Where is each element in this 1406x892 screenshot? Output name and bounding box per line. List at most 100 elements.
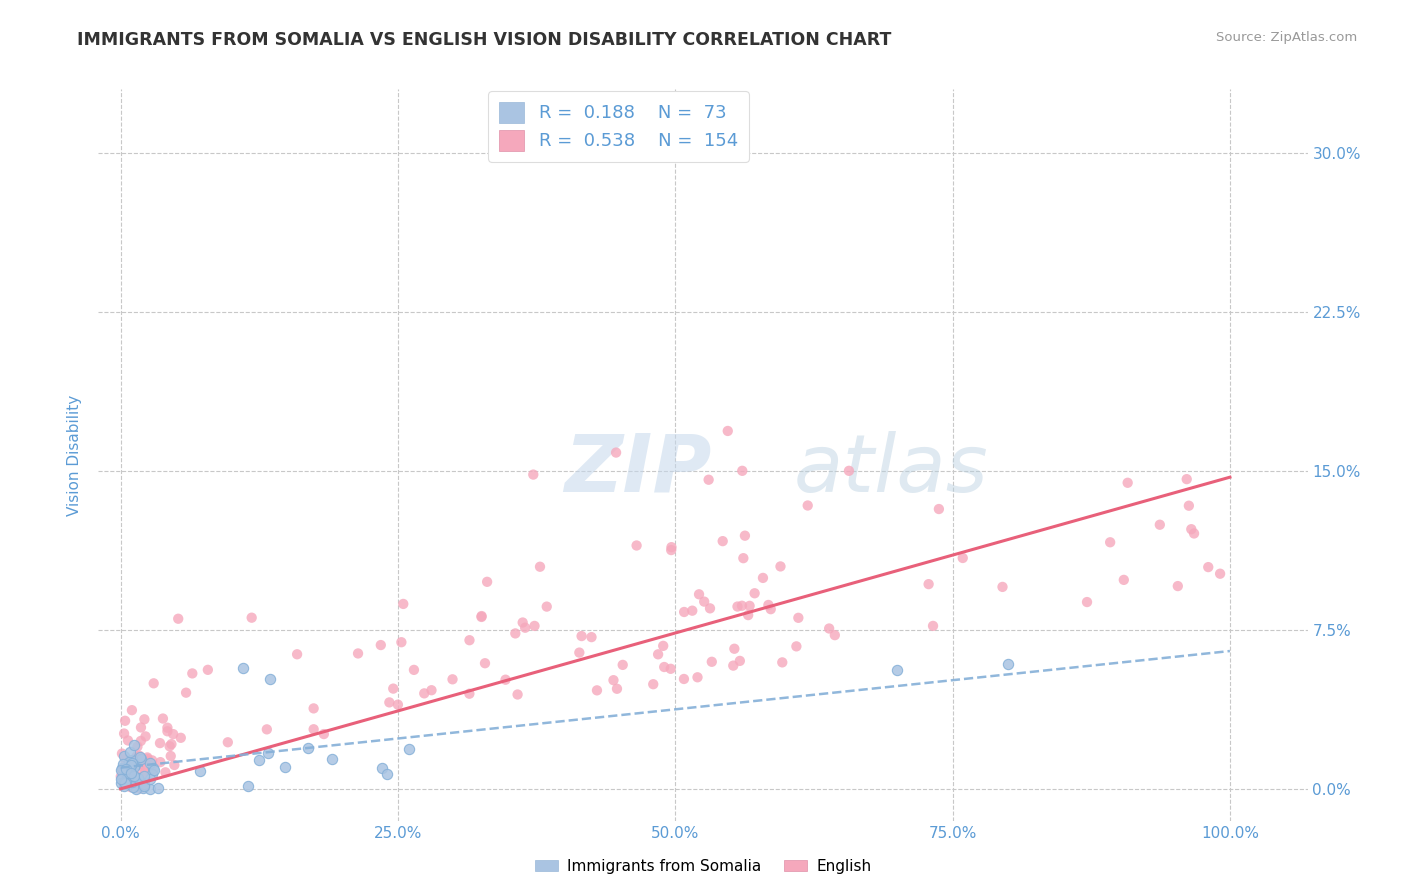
Point bbox=[673, 605, 696, 619]
Point bbox=[125, 781, 148, 796]
Point bbox=[238, 779, 260, 793]
Point bbox=[1167, 579, 1189, 593]
Point bbox=[312, 727, 335, 741]
Point bbox=[922, 619, 945, 633]
Point bbox=[824, 628, 846, 642]
Point bbox=[928, 502, 950, 516]
Point bbox=[952, 551, 974, 566]
Point bbox=[259, 672, 281, 686]
Point bbox=[612, 657, 634, 672]
Text: IMMIGRANTS FROM SOMALIA VS ENGLISH VISION DISABILITY CORRELATION CHART: IMMIGRANTS FROM SOMALIA VS ENGLISH VISIO… bbox=[77, 31, 891, 49]
Point bbox=[110, 776, 132, 790]
Point bbox=[273, 759, 295, 773]
Point bbox=[122, 760, 145, 774]
Point bbox=[240, 610, 263, 624]
Point bbox=[586, 683, 609, 698]
Point bbox=[997, 657, 1019, 671]
Point bbox=[128, 748, 150, 763]
Point bbox=[115, 771, 138, 785]
Point bbox=[115, 769, 138, 783]
Point bbox=[122, 754, 145, 768]
Point bbox=[141, 767, 163, 781]
Point bbox=[681, 604, 703, 618]
Point bbox=[1182, 526, 1205, 541]
Point bbox=[686, 670, 709, 684]
Point bbox=[120, 765, 142, 780]
Point bbox=[458, 633, 481, 648]
Point bbox=[159, 739, 181, 754]
Point bbox=[121, 753, 143, 767]
Point bbox=[163, 758, 186, 772]
Point bbox=[818, 622, 841, 636]
Point bbox=[122, 779, 145, 793]
Point bbox=[769, 559, 792, 574]
Point bbox=[111, 761, 134, 775]
Point bbox=[523, 619, 546, 633]
Point bbox=[785, 640, 807, 654]
Point bbox=[141, 753, 163, 767]
Point bbox=[125, 749, 148, 764]
Point bbox=[127, 739, 149, 754]
Point bbox=[135, 730, 157, 744]
Point bbox=[723, 641, 745, 656]
Point bbox=[122, 775, 145, 789]
Point bbox=[387, 698, 409, 712]
Point bbox=[731, 464, 754, 478]
Point bbox=[441, 673, 464, 687]
Point bbox=[132, 779, 155, 793]
Point bbox=[302, 701, 325, 715]
Point bbox=[111, 771, 134, 785]
Point bbox=[142, 676, 165, 690]
Point bbox=[1180, 522, 1202, 536]
Point bbox=[321, 752, 343, 766]
Point bbox=[112, 748, 135, 763]
Point bbox=[121, 703, 143, 717]
Point bbox=[470, 610, 492, 624]
Point bbox=[149, 755, 172, 769]
Point bbox=[156, 721, 179, 735]
Point bbox=[711, 534, 734, 549]
Point bbox=[146, 780, 169, 795]
Point bbox=[135, 753, 157, 767]
Point bbox=[744, 586, 766, 600]
Point bbox=[122, 769, 145, 783]
Point bbox=[139, 772, 162, 786]
Point bbox=[733, 551, 755, 566]
Point bbox=[787, 611, 810, 625]
Point bbox=[402, 663, 425, 677]
Point bbox=[129, 734, 152, 748]
Point bbox=[1178, 499, 1201, 513]
Point bbox=[132, 769, 155, 783]
Point bbox=[647, 648, 669, 662]
Point bbox=[188, 764, 211, 778]
Point bbox=[120, 777, 142, 791]
Point bbox=[129, 776, 152, 790]
Point bbox=[723, 658, 745, 673]
Point bbox=[581, 630, 603, 644]
Point bbox=[672, 672, 695, 686]
Point bbox=[127, 775, 149, 789]
Point bbox=[378, 695, 401, 709]
Point bbox=[136, 752, 159, 766]
Point bbox=[700, 655, 723, 669]
Point bbox=[118, 756, 141, 770]
Point bbox=[112, 775, 135, 789]
Point bbox=[458, 687, 481, 701]
Point bbox=[152, 712, 174, 726]
Point bbox=[134, 776, 156, 790]
Point bbox=[697, 473, 720, 487]
Point bbox=[121, 780, 143, 794]
Point bbox=[114, 714, 136, 728]
Point bbox=[256, 746, 278, 760]
Point bbox=[571, 629, 593, 643]
Point bbox=[129, 759, 152, 773]
Point bbox=[135, 765, 157, 780]
Point bbox=[370, 638, 392, 652]
Point bbox=[506, 688, 529, 702]
Point bbox=[115, 765, 138, 780]
Point bbox=[114, 765, 136, 780]
Point bbox=[131, 780, 153, 795]
Point bbox=[375, 767, 398, 781]
Point bbox=[127, 772, 149, 786]
Point bbox=[796, 499, 818, 513]
